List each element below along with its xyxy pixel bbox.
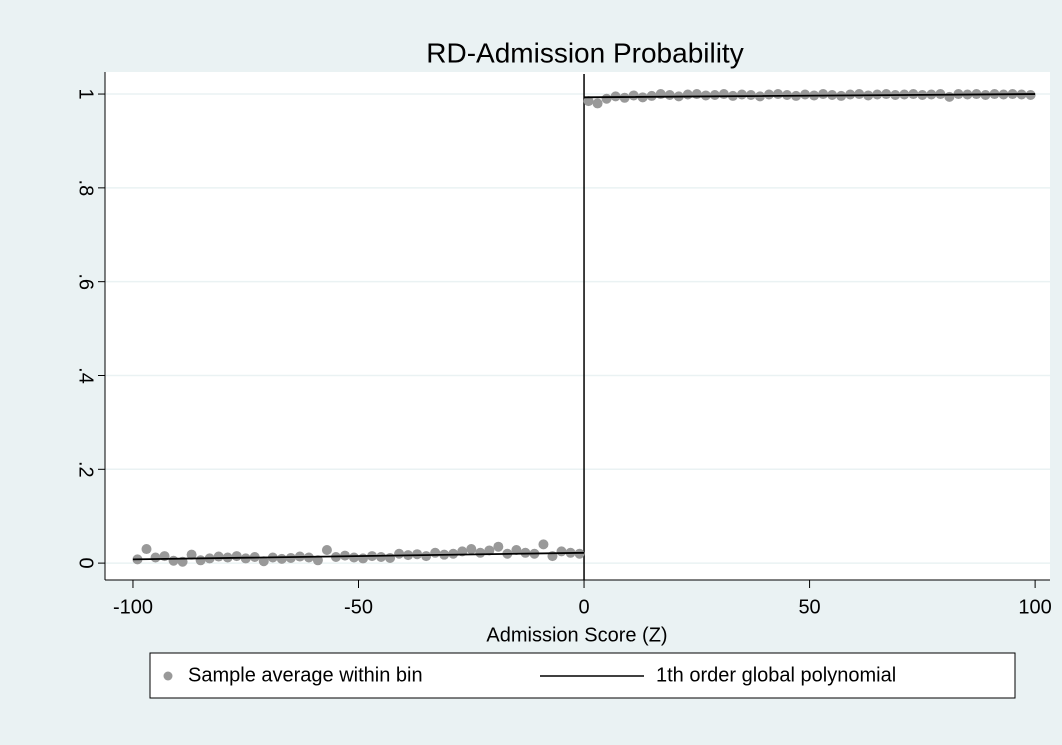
data-point	[213, 551, 224, 562]
chart-title: RD-Admission Probability	[426, 37, 743, 68]
data-point	[412, 549, 423, 560]
y-tick-label: .6	[75, 273, 97, 290]
data-point	[601, 93, 612, 104]
data-point	[493, 541, 504, 552]
data-point	[186, 549, 197, 560]
x-tick-label: -100	[113, 596, 153, 618]
data-point	[583, 96, 594, 107]
y-tick-label: 0	[75, 558, 97, 569]
data-point	[195, 555, 206, 566]
data-point	[628, 90, 639, 101]
data-point	[466, 544, 477, 555]
data-point	[168, 555, 179, 566]
y-tick-label: .8	[75, 180, 97, 197]
fit-line	[132, 93, 1036, 561]
x-tick-label: -50	[344, 596, 373, 618]
data-point	[773, 89, 784, 100]
legend-marker	[163, 671, 173, 681]
data-point	[736, 89, 747, 100]
x-tick-label: 0	[578, 596, 589, 618]
data-point	[141, 544, 152, 555]
data-point	[421, 551, 432, 562]
data-point	[556, 546, 567, 557]
data-point	[538, 539, 549, 550]
data-point	[394, 548, 405, 559]
data-point	[745, 89, 756, 100]
data-point	[511, 544, 522, 555]
data-point	[430, 547, 441, 558]
data-point	[385, 552, 396, 563]
data-point	[800, 89, 811, 100]
data-point	[276, 553, 287, 564]
y-tick-label: .4	[75, 367, 97, 384]
data-point	[682, 89, 693, 100]
data-point	[718, 89, 729, 100]
data-point	[1025, 89, 1036, 100]
data-point	[709, 89, 720, 100]
data-point	[376, 552, 387, 563]
legend-label: 1th order global polynomial	[656, 664, 896, 686]
data-point	[944, 91, 955, 102]
data-point	[646, 90, 657, 101]
data-point	[592, 98, 603, 109]
data-point	[321, 544, 332, 555]
x-axis-label: Admission Score (Z)	[486, 624, 667, 646]
data-point	[312, 555, 323, 566]
y-tick-label: .2	[75, 461, 97, 478]
data-point	[150, 552, 161, 563]
data-point	[484, 545, 495, 556]
x-tick-label: 100	[1018, 596, 1051, 618]
data-point	[664, 89, 675, 100]
data-point	[258, 556, 269, 567]
data-point	[348, 552, 359, 563]
data-point	[763, 89, 774, 100]
data-point	[448, 548, 459, 559]
plot-area	[105, 72, 1050, 580]
data-point	[691, 89, 702, 100]
y-tick-label: 1	[75, 88, 97, 99]
data-point	[475, 547, 486, 558]
data-point	[358, 553, 369, 564]
x-tick-label: 50	[798, 596, 820, 618]
data-point	[818, 89, 829, 100]
data-point	[231, 551, 242, 562]
legend-label: Sample average within bin	[188, 664, 423, 686]
data-point	[854, 89, 865, 100]
data-point	[700, 90, 711, 101]
data-point	[881, 89, 892, 100]
